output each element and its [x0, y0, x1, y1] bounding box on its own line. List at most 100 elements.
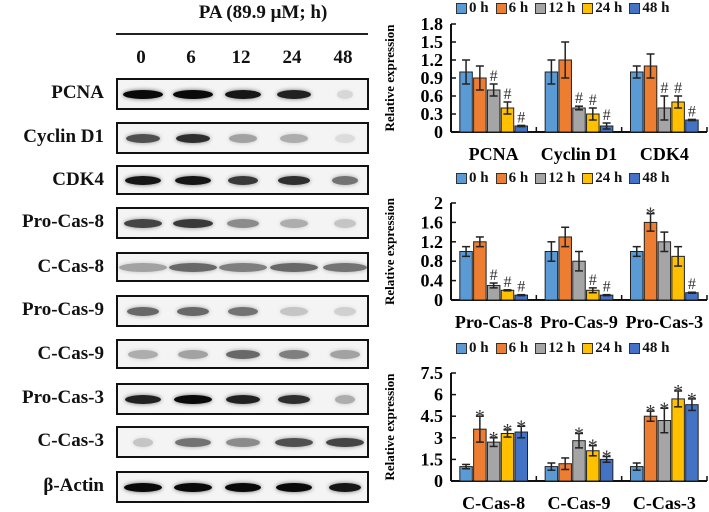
bar — [643, 221, 658, 301]
bar — [643, 415, 658, 482]
y-tick-label: 3 — [434, 428, 443, 448]
protein-band — [227, 219, 259, 228]
blot-strip — [116, 78, 369, 110]
blot-strip — [116, 252, 369, 282]
protein-band — [219, 263, 267, 272]
significance-mark: # — [688, 276, 696, 293]
chart-legend: 0 h 6 h 12 h 24 h 48 h — [456, 170, 669, 187]
x-category-label: Pro-Cas-3 — [626, 312, 704, 332]
protein-band — [329, 483, 361, 492]
y-tick-label: 0.8 — [421, 251, 444, 271]
x-category-label: PCNA — [469, 144, 519, 164]
legend-item: 48 h — [629, 170, 669, 187]
protein-band — [173, 219, 213, 228]
protein-band — [335, 395, 355, 404]
protein-band — [229, 134, 257, 143]
treatment-bracket-line — [116, 33, 368, 35]
protein-band — [280, 219, 308, 228]
significance-mark: # — [503, 274, 511, 291]
legend-item: 12 h — [535, 340, 575, 357]
significance-mark: # — [688, 103, 696, 120]
legend-swatch — [495, 343, 507, 354]
protein-band — [334, 219, 356, 228]
significance-mark: # — [603, 107, 611, 124]
y-tick-label: 0 — [434, 471, 443, 491]
legend-label: 0 h — [469, 0, 489, 16]
legend-swatch — [535, 173, 547, 184]
y-tick-label: 0 — [434, 122, 443, 142]
protein-band — [173, 90, 213, 99]
legend-swatch — [535, 343, 547, 354]
protein-label: Pro-Cas-3 — [22, 387, 104, 408]
legend-label: 48 h — [642, 0, 670, 16]
y-tick-label: 0.4 — [421, 271, 444, 291]
lane-label: 0 — [136, 47, 146, 68]
y-axis-label: Relative expression — [382, 24, 397, 132]
protein-band — [127, 307, 159, 316]
legend-swatch — [582, 3, 594, 14]
lane-label: 48 — [333, 47, 353, 68]
blot-strip — [116, 471, 369, 503]
protein-band — [277, 90, 311, 99]
protein-band — [337, 90, 353, 99]
legend-item: 24 h — [582, 0, 622, 17]
bar — [685, 404, 699, 482]
protein-band — [174, 395, 212, 404]
protein-label: C-Cas-8 — [37, 256, 105, 277]
legend-item: 0 h — [456, 170, 489, 187]
protein-band — [125, 176, 161, 185]
y-tick-label: 6 — [434, 385, 443, 405]
protein-label: Cyclin D1 — [23, 126, 104, 147]
significance-mark: # — [517, 109, 525, 126]
legend-label: 24 h — [595, 340, 623, 356]
legend-item: 24 h — [582, 340, 622, 357]
legend-swatch — [495, 3, 507, 14]
y-tick-label: 1.5 — [421, 449, 444, 469]
legend-label: 24 h — [595, 170, 623, 186]
protein-band — [176, 134, 210, 143]
legend-swatch — [456, 173, 467, 184]
y-tick-label: 0.6 — [421, 86, 444, 106]
protein-label: β-Actin — [43, 475, 104, 496]
protein-label: C-Cas-9 — [37, 343, 105, 364]
protein-band — [128, 350, 158, 359]
legend-label: 48 h — [642, 170, 670, 186]
protein-band — [133, 438, 153, 447]
significance-mark: * — [489, 428, 499, 450]
protein-label: CDK4 — [52, 169, 104, 190]
x-category-label: CDK4 — [640, 144, 689, 164]
protein-band — [280, 307, 308, 316]
blot-strip — [116, 207, 369, 239]
y-tick-label: 0.3 — [421, 104, 444, 124]
legend-item: 12 h — [535, 0, 575, 17]
significance-mark: * — [588, 436, 598, 458]
significance-mark: # — [589, 272, 597, 289]
legend-swatch — [495, 173, 507, 184]
legend-label: 0 h — [469, 170, 489, 186]
blot-strip — [116, 339, 369, 369]
y-tick-label: 7.5 — [421, 363, 444, 383]
blot-strip — [116, 426, 369, 458]
legend-label: 12 h — [548, 0, 576, 16]
legend-label: 12 h — [548, 340, 576, 356]
legend-item: 48 h — [629, 340, 669, 357]
bar — [671, 398, 685, 482]
legend-swatch — [629, 3, 641, 14]
y-tick-label: 0 — [434, 290, 443, 310]
y-tick-label: 1.2 — [421, 50, 444, 70]
protein-band — [125, 395, 161, 404]
protein-band — [177, 307, 209, 316]
significance-mark: * — [659, 398, 669, 420]
chart-legend: 0 h 6 h 12 h 24 h 48 h — [456, 0, 669, 17]
protein-band — [226, 438, 260, 447]
legend-item: 48 h — [629, 0, 669, 17]
protein-band — [169, 263, 217, 272]
protein-band — [226, 395, 260, 404]
lane-label: 24 — [282, 47, 302, 68]
protein-band — [228, 176, 258, 185]
lane-label: 6 — [186, 47, 196, 68]
significance-mark: * — [646, 401, 656, 423]
protein-band — [332, 176, 358, 185]
significance-mark: # — [603, 279, 611, 296]
